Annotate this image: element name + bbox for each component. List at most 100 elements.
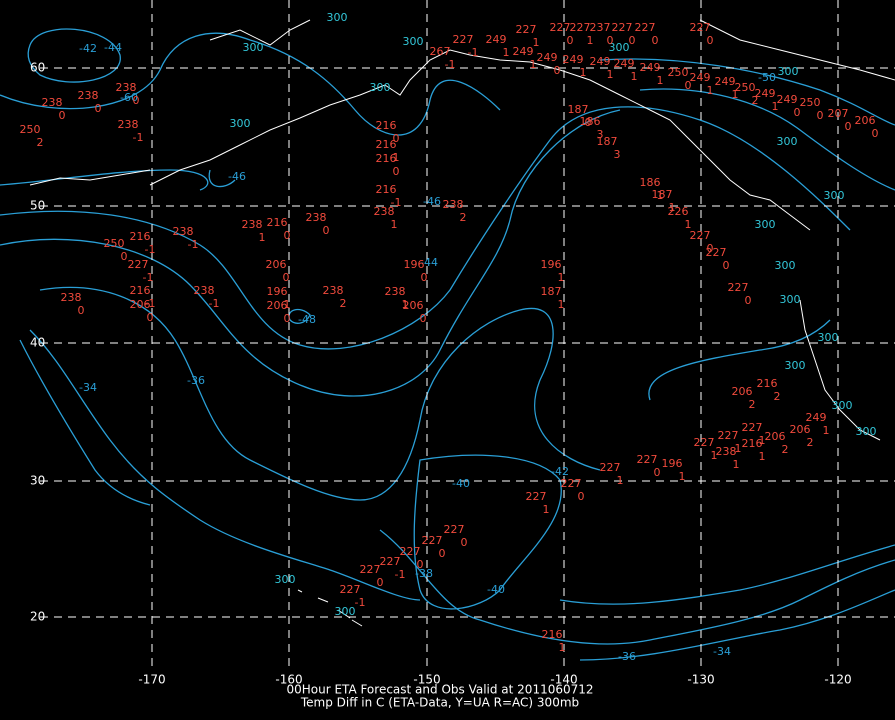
station-plot: 216-1 bbox=[130, 230, 156, 256]
station-temp: 206 bbox=[765, 430, 786, 443]
height-label: 300 bbox=[824, 189, 845, 202]
station-diff: 0 bbox=[707, 34, 714, 47]
station-diff: 1 bbox=[559, 641, 566, 654]
station-diff: 2 bbox=[460, 211, 467, 224]
contour-label: -42 bbox=[79, 42, 97, 55]
station-temp: 249 bbox=[690, 71, 711, 84]
station-diff: 1 bbox=[402, 298, 409, 311]
station-temp: 206 bbox=[732, 385, 753, 398]
lon-label: -170 bbox=[138, 673, 165, 687]
station-temp: 227 bbox=[516, 23, 537, 36]
station-temp: 187 bbox=[652, 188, 673, 201]
station-diff: -1 bbox=[145, 297, 156, 310]
caption-line-2: Temp Diff in C (ETA-Data, Y=UA R=AC) 300… bbox=[300, 696, 579, 710]
station-temp: 216 bbox=[757, 377, 778, 390]
station-diff: 1 bbox=[580, 66, 587, 79]
station-diff: 1 bbox=[823, 424, 830, 437]
station-temp: 250 bbox=[20, 123, 41, 136]
station-diff: 0 bbox=[845, 120, 852, 133]
station-diff: 0 bbox=[817, 109, 824, 122]
station-temp: 238 bbox=[443, 198, 464, 211]
station-temp: 227 bbox=[718, 429, 739, 442]
contour-label: -36 bbox=[187, 374, 205, 387]
station-diff: 0 bbox=[420, 312, 427, 325]
station-temp: 250 bbox=[800, 96, 821, 109]
station-temp: 187 bbox=[597, 135, 618, 148]
station-temp: 206 bbox=[266, 258, 287, 271]
station-diff: 1 bbox=[679, 470, 686, 483]
height-label: 300 bbox=[609, 41, 630, 54]
height-label: 300 bbox=[327, 11, 348, 24]
map-labels: -42 -44 -46 -46 -44 -48 -34 -36 -40 -42 -38 -40 -36 -… bbox=[20, 11, 879, 663]
station-diff: 0 bbox=[554, 64, 561, 77]
station-temp: 207 bbox=[828, 107, 849, 120]
station-temp: 216 bbox=[376, 183, 397, 196]
station-temp: 206 bbox=[403, 299, 424, 312]
station-temp: 238 bbox=[61, 291, 82, 304]
station-temp: 206 bbox=[130, 298, 151, 311]
station-plot: 238-1 bbox=[194, 284, 220, 310]
contour-label: -60 bbox=[120, 91, 138, 104]
contour-label: -50 bbox=[758, 71, 776, 84]
station-temp: 206 bbox=[267, 299, 288, 312]
station-plot: 267-1 bbox=[430, 45, 456, 71]
lon-label: -160 bbox=[275, 673, 302, 687]
station-diff: 0 bbox=[723, 259, 730, 272]
station-temp: 238 bbox=[323, 284, 344, 297]
station-temp: 187 bbox=[541, 285, 562, 298]
station-temp: 216 bbox=[267, 216, 288, 229]
station-diff: 1 bbox=[617, 474, 624, 487]
contour-label: -36 bbox=[618, 650, 636, 663]
station-diff: -1 bbox=[133, 131, 144, 144]
station-diff: 3 bbox=[614, 148, 621, 161]
lon-label: -130 bbox=[687, 673, 714, 687]
station-temp: 250 bbox=[735, 81, 756, 94]
station-temp: 249 bbox=[563, 53, 584, 66]
station-temp: 216 bbox=[130, 284, 151, 297]
contour-label: -48 bbox=[298, 313, 316, 326]
station-temp: 227 bbox=[550, 21, 571, 34]
station-temp: 227 bbox=[728, 281, 749, 294]
height-label: 300 bbox=[818, 331, 839, 344]
station-diff: 0 bbox=[284, 312, 291, 325]
station-diff: 1 bbox=[657, 74, 664, 87]
station-diff: 0 bbox=[707, 242, 714, 255]
station-diff: 0 bbox=[585, 116, 592, 129]
station-diff: 1 bbox=[543, 503, 550, 516]
station-temp: 238 bbox=[716, 445, 737, 458]
station-diff: 1 bbox=[657, 189, 664, 202]
station-diff: 1 bbox=[685, 218, 692, 231]
station-temp: 238 bbox=[374, 205, 395, 218]
station-temp: 267 bbox=[430, 45, 451, 58]
station-diff: 1 bbox=[259, 231, 266, 244]
station-diff: 2 bbox=[807, 436, 814, 449]
station-temp: 238 bbox=[118, 118, 139, 131]
station-diff: 3 bbox=[597, 128, 604, 141]
station-temp: 227 bbox=[453, 33, 474, 46]
